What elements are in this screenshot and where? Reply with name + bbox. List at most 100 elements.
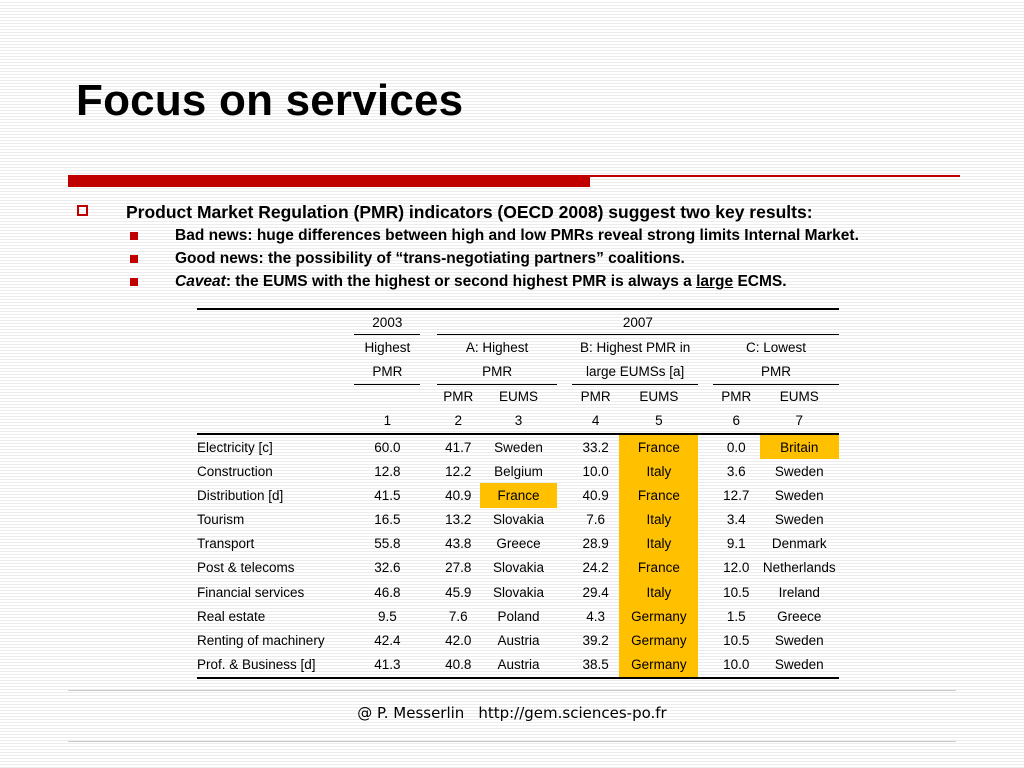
table-row: Financial services 46.8 45.9 Slovakia 29.4 It… (197, 580, 839, 605)
group-a-eums-cell: Austria (479, 653, 558, 679)
group-c-eums-cell: Sweden (774, 633, 824, 649)
table-row: Tourism 16.5 13.2 Slovakia 7.6 Italy 3.4 Sweden (197, 507, 839, 532)
pmr-2003-cell: 46.8 (374, 584, 401, 600)
group-a-eums-cell: Slovakia (492, 560, 544, 576)
group-c-pmr-cell: 10.5 (723, 584, 750, 600)
spacer-cell (557, 532, 572, 556)
group-c-eums-cell: Netherlands (762, 560, 836, 576)
table-row: Real estate 9.5 7.6 Poland 4.3 Germany 1.5 Gree… (197, 604, 839, 629)
sector-cell: Real estate (197, 608, 266, 624)
group-a-pmr-cell: 13.2 (445, 512, 472, 528)
filled-square-bullet-icon (130, 232, 138, 240)
header-2007: 2007 (436, 308, 839, 336)
group-a-eums-cell: Belgium (494, 463, 543, 479)
spacer-cell (420, 604, 436, 628)
pmr-2003-cell: 60.0 (374, 439, 401, 455)
table-row: Construction 12.8 12.2 Belgium 10.0 Italy 3.6 S… (197, 459, 839, 484)
caveat-text-a: : the EUMS with the highest or second hi… (225, 273, 697, 290)
group-c-pmr-cell: 0.0 (726, 439, 746, 455)
spacer-cell (420, 508, 436, 532)
group-a-eums-cell: Slovakia (492, 512, 544, 528)
group-a-pmr-cell: 40.8 (436, 653, 480, 679)
pmr-2003-cell: 41.5 (374, 487, 401, 503)
group-a-pmr-cell: 27.8 (445, 560, 472, 576)
group-b-eums-cell: France (619, 434, 699, 460)
spacer-cell (698, 628, 713, 652)
group-a-pmr-cell: 40.9 (445, 487, 472, 503)
pmr-2003-cell: 16.5 (374, 512, 401, 528)
spacer-cell (420, 459, 436, 483)
header-row-years: 2003 2007 (197, 308, 839, 336)
filled-square-bullet-icon (130, 278, 138, 286)
footer-divider-top (68, 690, 956, 691)
header-pmr-2003: PMR (354, 359, 421, 385)
group-c-eums-cell: Sweden (774, 512, 824, 528)
pmr-2003-cell: 32.6 (374, 560, 401, 576)
group-b-eums-cell: Germany (619, 604, 699, 629)
spacer-cell (557, 556, 572, 580)
group-b-eums-cell: Germany (619, 652, 699, 679)
spacer-cell (557, 435, 572, 459)
column-number: 5 (619, 409, 699, 435)
title-underline-thick (68, 175, 590, 187)
header-row-subcolumns: PMR EUMS PMR EUMS PMR EUMS (197, 385, 839, 409)
pmr-table: 2003 2007 Highest A: Highest B: Highest … (197, 308, 839, 679)
table-row: Prof. & Business [d] 41.3 40.8 Austria 38.5 G… (197, 652, 839, 679)
column-number: 3 (479, 409, 558, 435)
spacer-cell (420, 435, 436, 459)
spacer-cell (698, 483, 713, 507)
header-highest: Highest (364, 339, 411, 355)
footer-author: @ P. Messerlin (357, 704, 465, 722)
group-c-eums-cell: Ireland (778, 584, 820, 600)
subheader-a-pmr: PMR (443, 389, 474, 405)
spacer-cell (557, 483, 572, 507)
header-row-groups-1: Highest A: Highest B: Highest PMR in C: … (197, 335, 839, 359)
subheader-c-pmr: PMR (721, 389, 752, 405)
group-c-eums-cell: Britain (759, 434, 839, 460)
table-row: Electricity [c] 60.0 41.7 Sweden 33.2 France 0… (197, 434, 839, 460)
footer-url: http://gem.sciences-po.fr (478, 704, 667, 722)
group-b-pmr-cell: 39.2 (582, 633, 609, 649)
group-c-eums-cell: Sweden (774, 487, 824, 503)
spacer-cell (557, 580, 572, 604)
pmr-2003-cell: 12.8 (374, 463, 401, 479)
column-number: 7 (759, 409, 839, 435)
caveat-label: Caveat (175, 273, 226, 290)
group-a-pmr-cell: 43.8 (445, 536, 472, 552)
sector-cell: Prof. & Business [d] (197, 653, 355, 679)
header-2003: 2003 (354, 308, 421, 336)
bullet-bad-news: Bad news: huge differences between high … (76, 224, 976, 247)
sector-cell: Transport (197, 536, 255, 552)
group-c-pmr-cell: 9.1 (726, 536, 746, 552)
column-number: 2 (436, 409, 480, 435)
header-group-c-line2: PMR (713, 359, 839, 385)
sector-cell: Distribution [d] (197, 487, 284, 503)
spacer-cell (557, 459, 572, 483)
footer: @ P. Messerlin http://gem.sciences-po.fr (0, 704, 1024, 722)
group-c-pmr-cell: 12.0 (723, 560, 750, 576)
group-b-pmr-cell: 10.0 (582, 463, 609, 479)
group-c-eums-cell: Denmark (771, 536, 827, 552)
pmr-2003-cell: 41.3 (354, 653, 421, 679)
group-c-pmr-cell: 12.7 (723, 487, 750, 503)
spacer-cell (420, 580, 436, 604)
table-row: Transport 55.8 43.8 Greece 28.9 Italy 9.1 Denma… (197, 531, 839, 556)
sector-cell: Construction (197, 463, 273, 479)
header-group-a-line1: A: Highest (465, 339, 529, 355)
bullet-bad-news-text: Bad news: huge differences between high … (175, 227, 859, 244)
group-c-pmr-cell: 3.6 (726, 463, 746, 479)
spacer-cell (420, 483, 436, 507)
spacer-cell (557, 604, 572, 628)
spacer-cell (698, 459, 713, 483)
group-a-pmr-cell: 45.9 (445, 584, 472, 600)
sector-cell: Post & telecoms (197, 560, 295, 576)
column-number: 1 (354, 409, 421, 435)
bullet-main: Product Market Regulation (PMR) indicato… (76, 200, 976, 224)
group-b-pmr-cell: 38.5 (571, 653, 620, 679)
spacer-cell (698, 556, 713, 580)
group-b-eums-cell: Germany (619, 628, 699, 653)
title-underline-thin (590, 175, 960, 177)
group-b-eums-cell: Italy (619, 531, 699, 556)
sector-cell: Electricity [c] (197, 439, 273, 455)
spacer-cell (420, 628, 436, 652)
